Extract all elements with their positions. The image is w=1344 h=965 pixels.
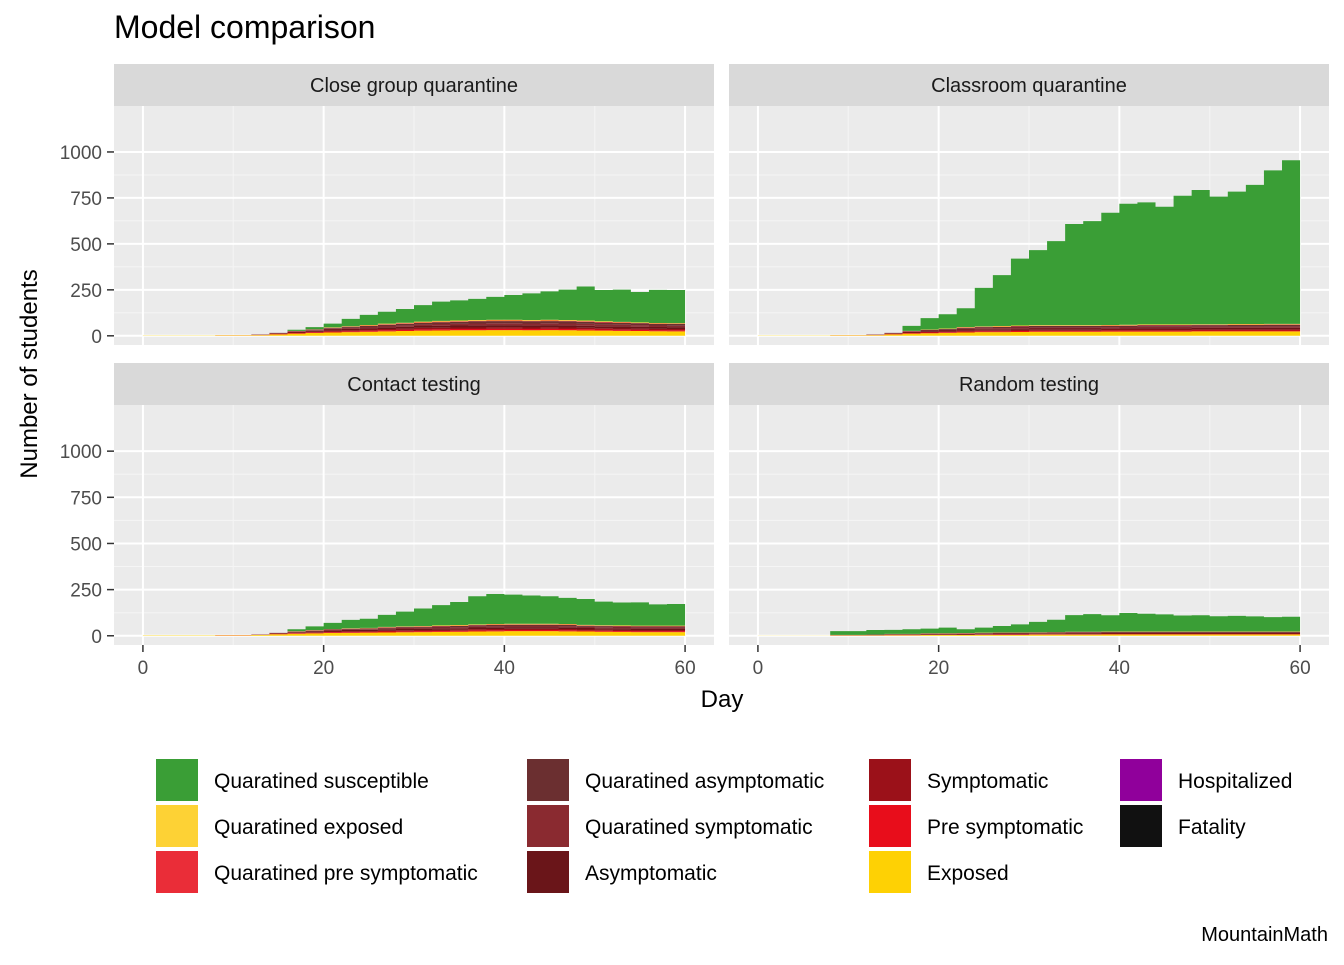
area-series (142, 323, 686, 336)
legend-label: Quaratined symptomatic (585, 816, 813, 839)
legend-key (154, 803, 200, 849)
area-series (757, 634, 1301, 636)
area-series (142, 594, 686, 636)
area-series (757, 327, 1301, 336)
legend-key (867, 803, 913, 849)
y-tick-label: 0 (91, 327, 102, 348)
facet-panel: Contact testing 0 250 500 750 1000 0 20 40 60 (60, 363, 714, 679)
facet-strip (729, 64, 1329, 106)
legend-label: Quaratined susceptible (214, 770, 429, 793)
area-series (757, 613, 1301, 636)
area-series (142, 630, 686, 636)
facet-strip (114, 64, 714, 106)
legend-label: Pre symptomatic (927, 816, 1083, 839)
area-series (757, 326, 1301, 336)
x-tick-label: 0 (753, 658, 764, 679)
area-series (142, 325, 686, 336)
x-tick-label: 60 (1290, 658, 1311, 679)
legend-label: Quaratined asymptomatic (585, 770, 824, 793)
y-tick-label: 750 (70, 189, 102, 210)
legend-label: Asymptomatic (585, 862, 717, 885)
area-series (142, 631, 686, 636)
area-series (757, 631, 1301, 636)
y-tick-label: 250 (70, 581, 102, 602)
facet-panels: Close group quarantine 0 250 500 750 1000 Clas… (60, 64, 1329, 679)
x-axis-title: Day (701, 686, 744, 713)
area-series (142, 327, 686, 336)
legend-key (154, 757, 200, 803)
legend-key (1118, 803, 1164, 849)
caption: MountainMath (1201, 924, 1328, 946)
x-tick-label: 20 (928, 658, 949, 679)
y-tick-label: 500 (70, 534, 102, 555)
legend-label: Symptomatic (927, 770, 1048, 793)
y-tick-label: 1000 (60, 442, 102, 463)
x-tick-label: 20 (313, 658, 334, 679)
legend-key (154, 849, 200, 895)
area-series (757, 331, 1301, 336)
legend-label: Quaratined pre symptomatic (214, 862, 478, 885)
area-series (757, 324, 1301, 336)
y-axis-title: Number of students (16, 269, 43, 478)
facet-panel: Random testing 0 20 40 60 (729, 363, 1329, 679)
chart-title: Model comparison (114, 9, 375, 45)
y-tick-label: 0 (91, 627, 102, 648)
x-tick-label: 60 (675, 658, 696, 679)
legend-key (867, 757, 913, 803)
legend-key (525, 803, 571, 849)
area-series (142, 321, 686, 336)
legend-label: Exposed (927, 862, 1009, 885)
facet-panel: Close group quarantine 0 250 500 750 1000 (60, 64, 714, 348)
area-series (142, 625, 686, 636)
facet-panel: Classroom quarantine (729, 64, 1329, 345)
y-tick-label: 500 (70, 235, 102, 256)
legend-key (1118, 757, 1164, 803)
area-series (142, 627, 686, 636)
area-series (142, 320, 686, 336)
y-tick-label: 250 (70, 281, 102, 302)
legend-label: Quaratined exposed (214, 816, 403, 839)
area-series (757, 330, 1301, 336)
legend: Quaratined susceptible Quaratined exposed… (154, 757, 1292, 895)
legend-label: Fatality (1178, 816, 1246, 839)
area-series (757, 634, 1301, 636)
facet-strip-label: Random testing (959, 374, 1099, 396)
facet-strip-label: Close group quarantine (310, 75, 518, 97)
facet-strip (729, 363, 1329, 405)
area-series (142, 286, 686, 336)
facet-strip-label: Classroom quarantine (931, 75, 1127, 97)
legend-key (867, 849, 913, 895)
area-series (142, 328, 686, 336)
x-tick-label: 40 (494, 658, 515, 679)
area-series (757, 160, 1301, 336)
y-tick-label: 1000 (60, 143, 102, 164)
area-series (142, 319, 686, 336)
legend-label: Hospitalized (1178, 770, 1292, 793)
facet-strip-label: Contact testing (347, 374, 480, 396)
legend-key (525, 849, 571, 895)
facet-strip (114, 363, 714, 405)
area-series (757, 632, 1301, 636)
x-tick-label: 0 (138, 658, 149, 679)
y-tick-label: 750 (70, 488, 102, 509)
area-series (142, 330, 686, 336)
legend-key (525, 757, 571, 803)
area-series (757, 633, 1301, 636)
area-series (757, 329, 1301, 336)
x-tick-label: 40 (1109, 658, 1130, 679)
area-series (142, 628, 686, 636)
